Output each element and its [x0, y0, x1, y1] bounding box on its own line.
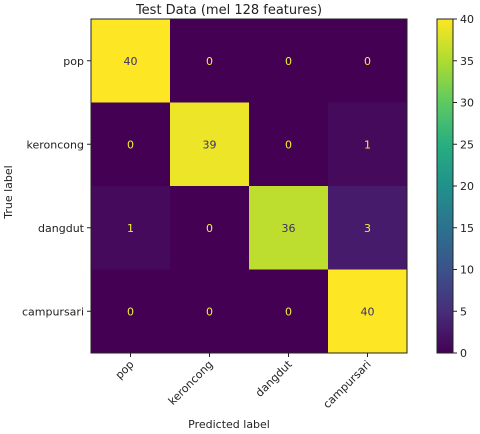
cell-value-label: 36: [282, 222, 296, 235]
cell-value-label: 1: [127, 222, 134, 235]
x-tick-label: pop: [113, 358, 137, 382]
cell-value-label: 0: [285, 138, 292, 151]
colorbar-tick-label: 5: [460, 305, 467, 318]
cell-value-label: 40: [124, 55, 138, 68]
cell-value-label: 39: [203, 138, 217, 151]
y-tick-label: dangdut: [38, 222, 85, 235]
heatmap-cell: [249, 19, 329, 103]
heatmap-cell: [328, 19, 408, 103]
colorbar-tick-label: 25: [460, 138, 474, 151]
x-tick-label: campursari: [321, 358, 374, 411]
heatmap-cell: [170, 186, 250, 270]
colorbar-tick-label: 40: [460, 13, 474, 26]
cell-value-label: 0: [127, 138, 134, 151]
heatmap-cell: [328, 186, 408, 270]
cell-value-label: 0: [206, 305, 213, 318]
heatmap-cell: [91, 102, 171, 187]
heatmap-cell: [328, 102, 408, 187]
colorbar-tick-label: 15: [460, 222, 474, 235]
cell-value-label: 40: [361, 305, 375, 318]
cell-value-label: 0: [206, 55, 213, 68]
colorbar-tick-label: 0: [460, 347, 467, 360]
cell-value-label: 1: [364, 138, 371, 151]
colorbar-tick-label: 20: [460, 180, 474, 193]
cell-value-label: 0: [206, 222, 213, 235]
colorbar: [436, 18, 454, 354]
y-axis-ticks: pop keroncong dangdut campursari: [22, 55, 91, 318]
heatmap-cell: [170, 269, 250, 354]
chart-title: Test Data (mel 128 features): [135, 3, 322, 18]
heatmap-cell: [170, 19, 250, 103]
heatmap-cell: [170, 102, 250, 187]
x-tick-label: keroncong: [166, 358, 216, 408]
cell-value-label: 0: [127, 305, 134, 318]
colorbar-tick-label: 35: [460, 55, 474, 68]
x-axis-label: Predicted label: [188, 418, 270, 431]
heatmap-cell: [249, 186, 329, 270]
heatmap-cell: [91, 19, 171, 103]
heatmap-cell: [91, 269, 171, 354]
x-tick-label: dangdut: [253, 357, 295, 399]
y-axis-label: True label: [2, 165, 15, 219]
heatmap-cell: [249, 269, 329, 354]
colorbar-tick-label: 30: [460, 97, 474, 110]
cell-value-label: 0: [364, 55, 371, 68]
cell-value-label: 0: [285, 305, 292, 318]
heatmap-cell: [249, 102, 329, 187]
heatmap-cell: [91, 186, 171, 270]
colorbar-ticks: 0 5 10 15 20 25 30 35 40: [453, 13, 474, 360]
plot-frame: [90, 18, 408, 354]
y-tick-label: campursari: [22, 305, 84, 318]
y-tick-label: keroncong: [27, 138, 84, 151]
y-tick-label: pop: [63, 55, 84, 68]
x-axis-ticks: pop keroncong dangdut campursari: [113, 353, 374, 411]
heatmap-cell: [328, 269, 408, 354]
heatmap-cells: 40 0 0 0 0 39 0 1 1 0 36 3 0 0 0 40: [91, 19, 408, 354]
cell-value-label: 0: [285, 55, 292, 68]
colorbar-tick-label: 10: [460, 264, 474, 277]
cell-value-label: 3: [364, 222, 371, 235]
